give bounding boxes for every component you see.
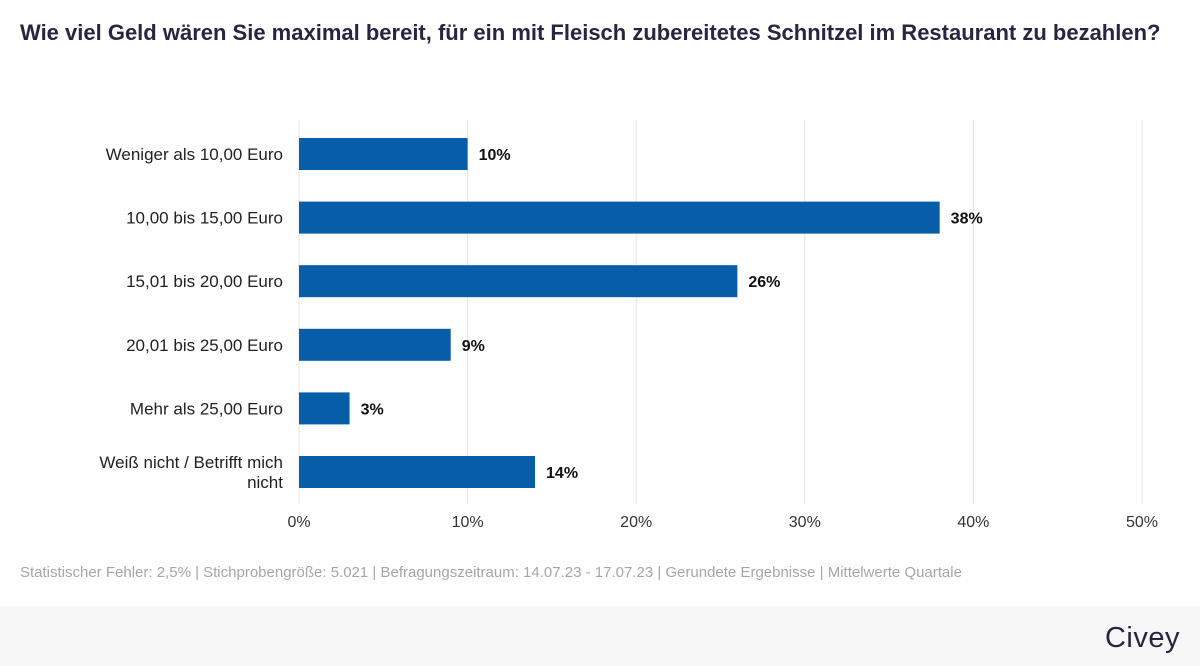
value-label: 3% [361,401,384,418]
bar-0 [299,138,468,170]
value-label: 38% [951,211,983,228]
bar-4 [299,392,350,425]
bar-chart: 0% 10% 20% 30% 40% 50% Weniger als 10,00 Euro 1… [99,120,1158,531]
footer-band: Civey [0,606,1200,666]
labels: 0% 10% 20% 30% 40% 50% Weniger als 10,00 Euro 1… [99,145,1158,531]
value-label: 9% [462,338,485,355]
bar-3 [299,328,451,361]
category-label: 20,01 bis 25,00 Euro [126,336,283,355]
category-label: Weniger als 10,00 Euro [106,145,283,164]
bar-5 [299,456,536,488]
value-label: 14% [546,465,578,482]
x-tick-label: 50% [1126,514,1158,531]
x-tick-label: 0% [287,514,310,531]
x-tick-label: 20% [620,514,652,531]
bar-1 [299,201,940,234]
category-label: nicht [247,473,283,492]
value-label: 10% [479,147,511,164]
civey-logo[interactable]: Civey [1104,622,1180,654]
x-tick-label: 40% [957,514,989,531]
value-label: 26% [748,274,780,291]
x-tick-label: 30% [789,514,821,531]
chart-title: Wie viel Geld wären Sie maximal bereit, … [20,20,1161,45]
category-label: 15,01 bis 20,00 Euro [126,272,283,291]
bars [299,138,940,488]
category-label: Weiß nicht / Betrifft mich [99,453,283,472]
category-label: 10,00 bis 15,00 Euro [126,209,283,228]
category-label: Mehr als 25,00 Euro [130,399,283,418]
x-tick-label: 10% [452,514,484,531]
bar-2 [299,265,738,298]
footnote: Statistischer Fehler: 2,5% | Stichproben… [20,564,962,581]
gridlines [298,120,1143,504]
